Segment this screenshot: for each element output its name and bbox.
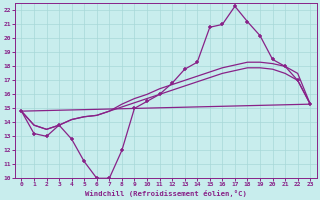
X-axis label: Windchill (Refroidissement éolien,°C): Windchill (Refroidissement éolien,°C) bbox=[85, 190, 247, 197]
